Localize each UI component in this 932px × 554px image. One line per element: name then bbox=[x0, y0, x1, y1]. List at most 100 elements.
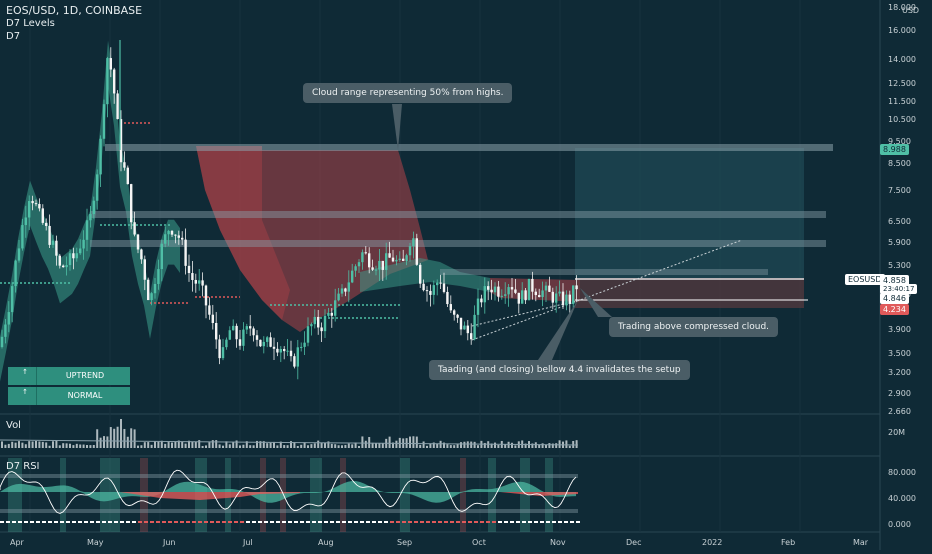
volume-bar bbox=[225, 441, 228, 448]
volume-bar bbox=[334, 444, 337, 448]
volume-bar bbox=[490, 443, 493, 448]
rsi-marker bbox=[330, 521, 334, 523]
cloud-red-inner bbox=[196, 146, 290, 320]
rsi-marker bbox=[402, 521, 406, 523]
callout-above-cloud[interactable]: Trading above compressed cloud. bbox=[609, 317, 779, 337]
indicator-levels-label[interactable]: D7 Levels bbox=[6, 18, 55, 29]
rsi-marker bbox=[234, 521, 238, 523]
volume-bar bbox=[266, 443, 269, 448]
rsi-marker bbox=[96, 521, 100, 523]
candle-body bbox=[296, 347, 299, 367]
candle-body bbox=[340, 288, 344, 294]
volume-bar bbox=[466, 441, 469, 448]
indicator-d7-label[interactable]: D7 bbox=[6, 31, 21, 42]
volume-bar bbox=[245, 441, 248, 448]
candle-body bbox=[157, 269, 160, 284]
volume-bar bbox=[154, 441, 156, 448]
candle-body bbox=[293, 356, 296, 367]
candle-body bbox=[249, 326, 252, 329]
volume-bar bbox=[130, 428, 133, 448]
volume-bar bbox=[381, 443, 384, 448]
candle-body bbox=[147, 279, 150, 301]
volume-bar bbox=[232, 442, 235, 448]
rsi-marker bbox=[90, 521, 94, 523]
candle-body bbox=[453, 310, 456, 315]
candle-body bbox=[402, 258, 405, 261]
candle-body bbox=[558, 291, 561, 294]
volume-bar bbox=[395, 440, 398, 448]
volume-bar bbox=[361, 436, 364, 448]
volume-ma bbox=[0, 439, 579, 446]
rsi-marker bbox=[540, 521, 544, 523]
rsi-marker bbox=[168, 521, 172, 523]
volume-bar bbox=[551, 443, 554, 448]
volume-bar bbox=[242, 444, 245, 448]
volume-bar bbox=[307, 445, 309, 448]
volume-bar bbox=[201, 445, 204, 448]
candle-body bbox=[551, 291, 554, 303]
volume-bar bbox=[531, 443, 534, 448]
volume-bar bbox=[24, 444, 27, 448]
rsi-marker bbox=[408, 521, 412, 523]
candle-body bbox=[130, 184, 133, 223]
rsi-marker bbox=[60, 521, 64, 523]
rsi-marker bbox=[48, 521, 52, 523]
volume-bar bbox=[167, 442, 170, 448]
candle-body bbox=[283, 348, 286, 352]
rsi-marker bbox=[522, 521, 526, 523]
rsi-marker bbox=[282, 521, 286, 523]
level-band bbox=[90, 240, 826, 247]
volume-bar bbox=[443, 442, 445, 448]
callout-cloud-range[interactable]: Cloud range representing 50% from highs. bbox=[303, 83, 513, 103]
time-axis-label: Apr bbox=[10, 538, 24, 547]
rsi-marker bbox=[30, 521, 34, 523]
candle-body bbox=[160, 243, 163, 270]
volume-bar bbox=[436, 443, 439, 448]
candle-body bbox=[48, 225, 51, 245]
candle-body bbox=[164, 234, 167, 244]
status-divider bbox=[36, 387, 37, 405]
volume-bar bbox=[116, 426, 119, 448]
rsi-marker bbox=[180, 521, 184, 523]
candle-body bbox=[310, 324, 313, 327]
volume-bar bbox=[215, 440, 218, 448]
rsi-highlight bbox=[488, 458, 496, 532]
rsi-marker bbox=[186, 521, 190, 523]
candle-body bbox=[344, 288, 347, 292]
candle-body bbox=[126, 167, 129, 185]
volume-bar bbox=[96, 429, 99, 448]
volume-bar bbox=[184, 443, 187, 448]
level-price-tag: 8.988 bbox=[880, 144, 909, 155]
rsi-marker bbox=[558, 521, 562, 523]
rsi-line bbox=[0, 469, 577, 514]
candle-body bbox=[459, 317, 463, 330]
rsi-marker bbox=[486, 521, 490, 523]
rsi-marker bbox=[24, 521, 28, 523]
candle-body bbox=[34, 203, 38, 205]
rsi-marker bbox=[300, 521, 304, 523]
volume-label[interactable]: Vol bbox=[6, 420, 21, 431]
volume-bar bbox=[194, 441, 197, 448]
volume-bar bbox=[62, 443, 65, 448]
volume-bar bbox=[327, 441, 330, 448]
volume-bar bbox=[320, 442, 323, 448]
volume-bar bbox=[310, 444, 313, 448]
candle-body bbox=[150, 293, 153, 301]
candle-body bbox=[490, 289, 493, 293]
candle-body bbox=[99, 138, 102, 175]
rsi-marker bbox=[516, 521, 520, 523]
volume-bar bbox=[171, 442, 173, 448]
callout-invalidation[interactable]: Taading (and closing) bellow 4.4 invalid… bbox=[429, 360, 690, 380]
rsi-marker bbox=[36, 521, 40, 523]
volume-bar bbox=[313, 443, 316, 448]
time-axis-label: Mar bbox=[853, 538, 869, 547]
volume-bar bbox=[157, 441, 160, 448]
volume-bar bbox=[113, 428, 116, 448]
candle-body bbox=[4, 324, 7, 337]
rsi-label[interactable]: D7 RSI bbox=[6, 461, 40, 472]
candle-body bbox=[201, 280, 204, 286]
candle-body bbox=[320, 327, 323, 332]
candle-body bbox=[538, 295, 541, 298]
candle-body bbox=[456, 314, 459, 318]
